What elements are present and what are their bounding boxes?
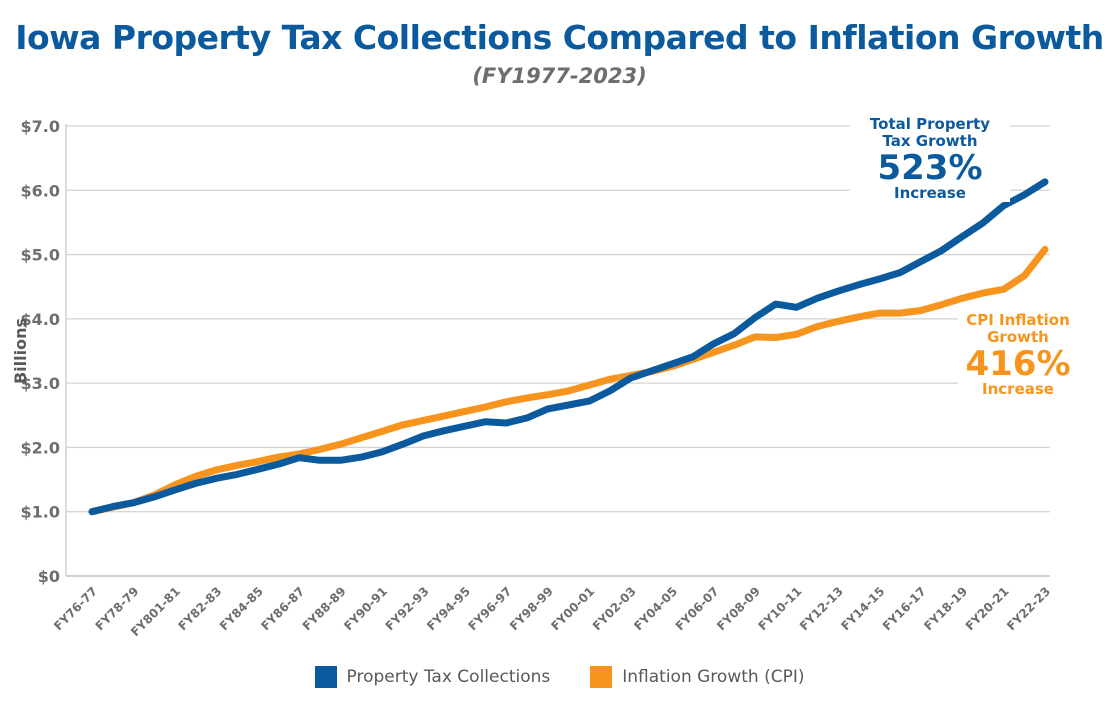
series-line-cpi [88, 245, 1049, 516]
x-tick-label: FY18-19 [921, 584, 970, 633]
x-tick-label: FY92-93 [383, 584, 432, 633]
y-tick-label: $2.0 [21, 438, 60, 457]
x-tick-label: FY14-15 [838, 584, 887, 633]
x-tick-label: FY86-87 [258, 584, 307, 633]
y-tick-label: $1.0 [21, 503, 60, 522]
y-tick-label: $6.0 [21, 181, 60, 200]
annotation-value: 523% [877, 147, 983, 188]
x-tick-label: FY94-95 [424, 584, 473, 633]
x-tick-label: FY02-03 [590, 584, 639, 633]
x-tick-label: FY08-09 [714, 584, 763, 633]
legend-item-property-tax: Property Tax Collections [314, 666, 551, 688]
x-tick-label: FY10-11 [756, 584, 805, 633]
y-tick-label: $7.0 [21, 117, 60, 136]
legend: Property Tax Collections Inflation Growt… [0, 666, 1119, 688]
annotation-property-tax: Total Property Tax Growth 523% Increase [850, 115, 1010, 202]
y-tick-label: $0 [38, 567, 60, 586]
chart-subtitle: (FY1977-2023) [472, 64, 647, 88]
legend-swatch [314, 666, 337, 688]
chart-title: Iowa Property Tax Collections Compared t… [15, 18, 1104, 57]
x-tick-label: FY96-97 [465, 584, 514, 633]
x-tick-label: FY04-05 [631, 584, 680, 633]
x-tick-label: FY84-85 [217, 584, 266, 633]
x-tick-label: FY16-17 [880, 584, 929, 633]
series-line-property-tax [88, 178, 1049, 516]
x-tick-label: FY12-13 [797, 584, 846, 633]
legend-label: Inflation Growth (CPI) [622, 667, 805, 687]
y-axis-label: Billions [11, 318, 30, 384]
y-tick-label: $3.0 [21, 374, 60, 393]
annotation-line3: Increase [982, 379, 1054, 398]
x-tick-label: FY22-23 [1004, 584, 1053, 633]
y-tick-label: $5.0 [21, 246, 60, 265]
x-tick-label: FY82-83 [175, 584, 224, 633]
legend-swatch [590, 666, 613, 688]
x-tick-label: FY00-01 [548, 584, 597, 633]
x-tick-label: FY90-91 [341, 584, 390, 633]
y-tick-label: $4.0 [21, 310, 60, 329]
x-tick-label: FY06-07 [673, 584, 722, 633]
legend-item-cpi: Inflation Growth (CPI) [590, 666, 804, 688]
x-tick-label: FY88-89 [300, 584, 349, 633]
annotation-value: 416% [965, 343, 1071, 384]
legend-label: Property Tax Collections [346, 667, 551, 687]
annotation-line1: CPI Inflation [966, 311, 1070, 329]
x-tick-label: FY98-99 [507, 584, 556, 633]
annotation-line2: Growth [987, 328, 1049, 347]
x-tick-label: FY76-77 [51, 584, 100, 633]
annotation-line2: Tax Growth [882, 132, 978, 151]
annotation-line3: Increase [894, 183, 966, 202]
annotation-cpi: CPI Inflation Growth 416% Increase [958, 311, 1078, 398]
annotation-line1: Total Property [869, 115, 991, 133]
x-tick-label: FY20-21 [963, 584, 1012, 633]
